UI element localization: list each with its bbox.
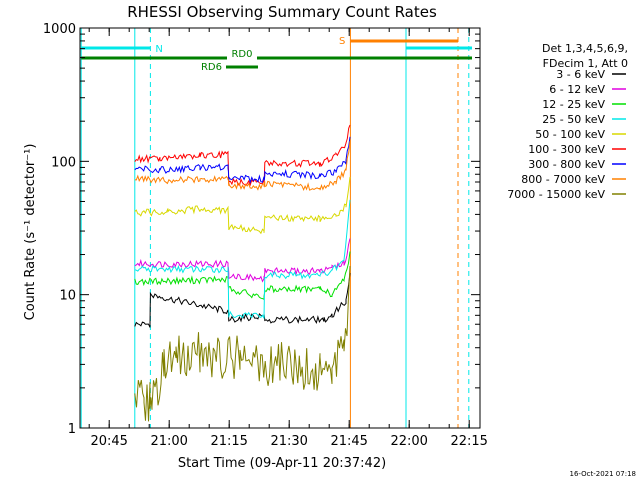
x-tick-label-3: 21:30 bbox=[270, 434, 307, 449]
series-line-6 bbox=[134, 136, 351, 184]
legend-label-5: 100 - 300 keV bbox=[528, 143, 605, 156]
legend: Det 1,3,4,5,6,9, FDecim 1, Att 03 - 6 keV… bbox=[507, 42, 628, 201]
series-line-1 bbox=[134, 238, 351, 283]
status-bar-label-0: N bbox=[155, 44, 162, 55]
status-bar-label-2: S bbox=[339, 36, 345, 47]
legend-label-0: 3 - 6 keV bbox=[556, 68, 605, 81]
y-tick-label-3: 1000 bbox=[43, 22, 76, 37]
series-line-8 bbox=[134, 265, 351, 422]
x-tick-label-0: 20:45 bbox=[90, 434, 127, 449]
series-line-5 bbox=[134, 124, 351, 187]
legend-label-1: 6 - 12 keV bbox=[549, 83, 605, 96]
status-bar-label-4: RD6 bbox=[201, 62, 222, 73]
x-axis-label: Start Time (09-Apr-11 20:37:42) bbox=[178, 456, 386, 471]
status-bar-label-bg-3 bbox=[227, 48, 257, 60]
series-line-3 bbox=[134, 199, 351, 319]
y-tick-label-1: 10 bbox=[59, 289, 76, 304]
legend-header-0: Det 1,3,4,5,6,9, bbox=[542, 42, 628, 55]
chart-title: RHESSI Observing Summary Count Rates bbox=[127, 3, 437, 21]
legend-label-3: 25 - 50 keV bbox=[542, 113, 605, 126]
x-tick-label-4: 21:45 bbox=[330, 434, 367, 449]
x-tick-label-1: 21:00 bbox=[150, 434, 187, 449]
series-line-7 bbox=[134, 141, 351, 191]
legend-label-4: 50 - 100 keV bbox=[535, 128, 605, 141]
x-tick-label-6: 22:15 bbox=[450, 434, 487, 449]
axes: 1 10 100 1000 20:45 21:00 21:15 21:30 21:45 22:00… bbox=[43, 22, 488, 449]
legend-label-6: 300 - 800 keV bbox=[528, 158, 605, 171]
plot-frame bbox=[79, 27, 481, 429]
status-bar-label-3: RD0 bbox=[231, 49, 252, 60]
y-axis-label: Count Rate (s⁻¹ detector⁻¹) bbox=[23, 144, 38, 321]
series-line-2 bbox=[134, 251, 351, 301]
series-line-0 bbox=[134, 272, 351, 328]
legend-label-7: 800 - 7000 keV bbox=[521, 173, 605, 186]
y-tick-label-0: 1 bbox=[68, 422, 76, 437]
x-tick-label-2: 21:15 bbox=[210, 434, 247, 449]
x-tick-label-5: 22:00 bbox=[390, 434, 427, 449]
plot-area: N S RD0 RD6 bbox=[80, 28, 472, 428]
y-tick-label-2: 100 bbox=[51, 155, 76, 170]
legend-label-2: 12 - 25 keV bbox=[542, 98, 605, 111]
series-line-4 bbox=[134, 176, 351, 235]
timestamp: 16-Oct-2021 07:18 bbox=[570, 470, 636, 478]
legend-label-8: 7000 - 15000 keV bbox=[507, 188, 605, 201]
legend-header-1: FDecim 1, Att 0 bbox=[543, 57, 628, 70]
